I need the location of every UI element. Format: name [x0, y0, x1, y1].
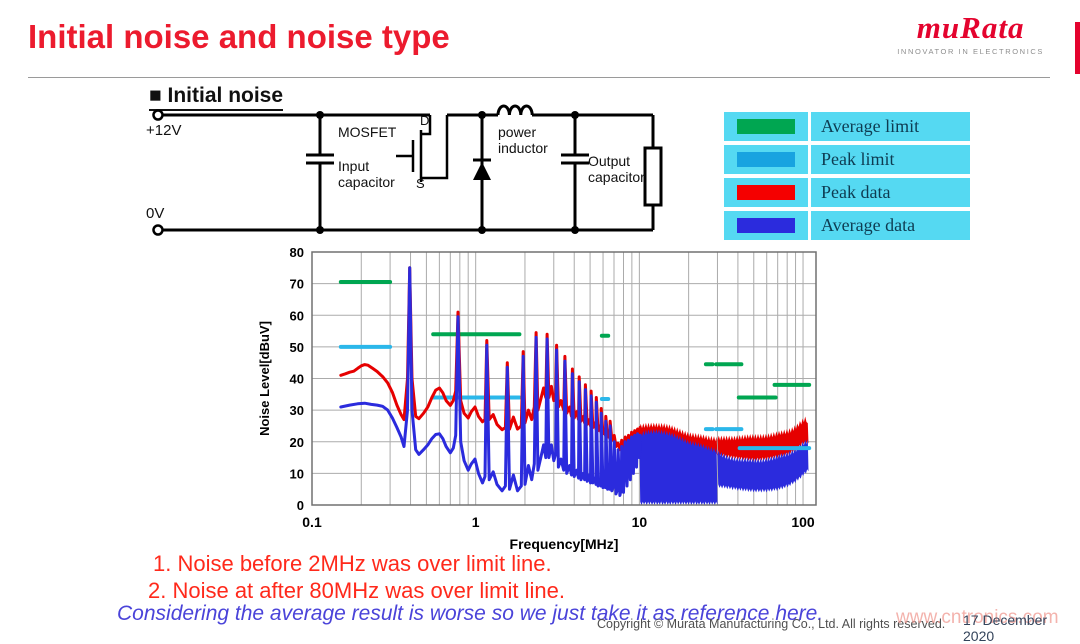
svg-text:80: 80	[290, 245, 304, 260]
svg-text:60: 60	[290, 308, 304, 323]
legend-row: Average limit	[724, 112, 970, 141]
noise-chart: 0 10 20 30 40 50 60 70 80 0.1 1 10 100 Noise Level[dB…	[255, 245, 830, 557]
comment-text: Considering the average result is worse …	[117, 602, 824, 625]
label-0v: 0V	[146, 205, 165, 222]
legend-label: Peak data	[821, 182, 891, 202]
svg-text:30: 30	[290, 403, 304, 418]
svg-text:0.1: 0.1	[302, 514, 322, 530]
svg-text:Noise Level[dBuV]: Noise Level[dBuV]	[257, 321, 272, 436]
legend-label: Average limit	[821, 116, 920, 136]
murata-logo-tagline: INNOVATOR IN ELECTRONICS	[897, 46, 1044, 56]
note-1: 1. Noise before 2MHz was over limit line…	[153, 551, 552, 576]
svg-text:100: 100	[791, 514, 815, 530]
svg-text:40: 40	[290, 372, 304, 387]
label-mosfet: MOSFET	[338, 124, 397, 140]
legend-swatch-peak-limit	[737, 152, 795, 167]
page-title: Initial noise and noise type	[28, 18, 450, 55]
legend-row: Peak limit	[724, 145, 970, 174]
label-mosfet-drain: D	[420, 113, 430, 128]
diode-icon	[473, 162, 491, 180]
svg-text:1: 1	[472, 514, 480, 530]
label-power-inductor: power inductor	[498, 124, 548, 157]
legend-swatch-average-limit	[737, 119, 795, 134]
svg-text:10: 10	[290, 466, 304, 481]
legend-label-cell: Average limit	[811, 112, 970, 141]
legend-row: Average data	[724, 211, 970, 240]
label-output-capacitor: Output capacitor	[588, 153, 645, 186]
svg-text:10: 10	[632, 514, 648, 530]
murata-logo: muRata INNOVATOR IN ELECTRONICS	[897, 10, 1044, 56]
label-input-capacitor: Input capacitor	[338, 158, 395, 191]
legend-label-cell: Peak limit	[811, 145, 970, 174]
legend-swatch-cell	[724, 178, 808, 207]
legend-swatch-peak-data	[737, 185, 795, 200]
chart-legend: Average limit Peak limit Peak data Average …	[724, 112, 970, 244]
legend-swatch-cell	[724, 145, 808, 174]
copyright-text: Copyright © Murata Manufacturing Co., Lt…	[597, 617, 946, 631]
label-mosfet-source: S	[416, 176, 425, 191]
note-2: 2. Noise at after 80MHz was over limit l…	[148, 578, 565, 603]
legend-label: Average data	[821, 215, 916, 235]
svg-text:Frequency[MHz]: Frequency[MHz]	[510, 536, 619, 552]
legend-label-cell: Peak data	[811, 178, 970, 207]
header-divider	[28, 77, 1050, 78]
section-heading: ■ Initial noise	[149, 84, 284, 111]
legend-swatch-average-data	[737, 218, 795, 233]
svg-text:50: 50	[290, 340, 304, 355]
legend-label: Peak limit	[821, 149, 895, 169]
watermark-text: www.cntronics.com	[896, 607, 1059, 628]
legend-label-cell: Average data	[811, 211, 970, 240]
date-text: 17 December 2020	[963, 612, 1048, 644]
label-plus-12v: +12V	[146, 122, 182, 139]
legend-swatch-cell	[724, 211, 808, 240]
svg-text:20: 20	[290, 435, 304, 450]
slide-edge-accent	[1075, 22, 1080, 74]
svg-text:0: 0	[297, 498, 304, 513]
circuit-diagram	[152, 104, 663, 236]
svg-text:70: 70	[290, 277, 304, 292]
legend-swatch-cell	[724, 112, 808, 141]
legend-row: Peak data	[724, 178, 970, 207]
murata-logo-text: muRata	[916, 10, 1025, 45]
